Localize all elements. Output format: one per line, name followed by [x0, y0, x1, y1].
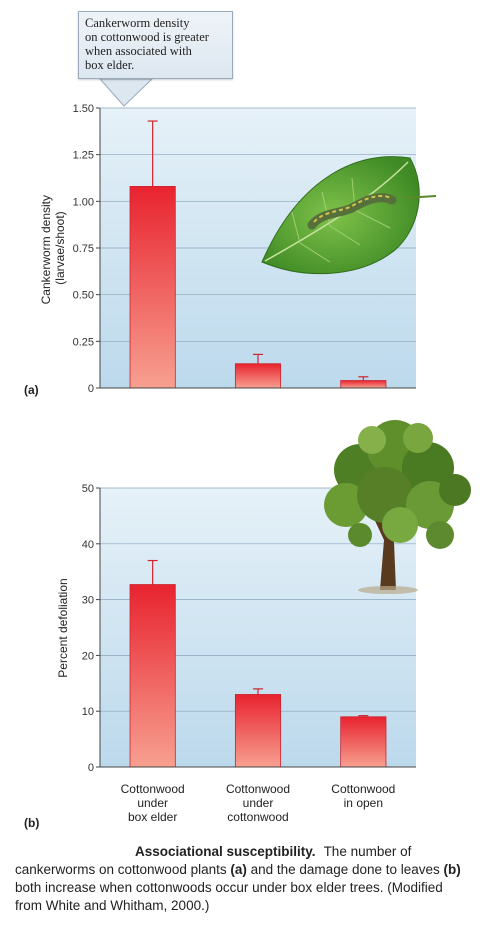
- chart-b-category-label-line: box elder: [128, 810, 177, 824]
- chart-b-category-label-line: under: [243, 796, 274, 810]
- chart-b-category-label-line: in open: [344, 796, 383, 810]
- chart-b-bar: [129, 584, 176, 768]
- callout-line-3: when associated with: [85, 44, 192, 58]
- chart-b-y-tick-label: 40: [82, 539, 94, 551]
- caterpillar-stripe: [313, 195, 392, 223]
- chart-b-y-tick-label: 30: [82, 595, 94, 607]
- chart-b-category-label: Cottonwood under cottonwood: [226, 782, 290, 824]
- chart-a-bar: [340, 380, 387, 389]
- chart-a-bar: [234, 363, 282, 389]
- caption-ref-a: (a): [230, 862, 247, 877]
- chart-b-category-label-line: Cottonwood: [226, 782, 290, 796]
- chart-a-y-tick-label: 0: [88, 383, 94, 395]
- chart-a-y-axis-label: Cankerworm density (larvae/shoot): [39, 192, 67, 305]
- caption-text-1: The number of cankerworms on cottonwood …: [15, 844, 412, 877]
- chart-b-category-label-line: cottonwood: [227, 810, 288, 824]
- tree-ground-shadow: [358, 586, 418, 594]
- tree-foliage: [324, 420, 471, 549]
- caption-ref-b: (b): [443, 862, 461, 877]
- chart-a-y-tick-label: 0.50: [73, 290, 94, 302]
- chart-a: 0 0.25 0.50 0.75 1.00 1.25 1.50 Cankerworm den…: [24, 103, 437, 397]
- chart-a-y-tick-label: 1.50: [73, 103, 94, 115]
- figure-caption: Associational susceptibility. The number …: [15, 843, 465, 915]
- callout-annotation: Cankerworm density on cottonwood is grea…: [78, 11, 233, 79]
- chart-b-y-axis-label: Percent defoliation: [56, 578, 70, 677]
- leaf-vein: [291, 177, 391, 263]
- chart-b-y-tick-label: 0: [88, 762, 94, 774]
- chart-a-y-axis-label-line-2: (larvae/shoot): [53, 211, 67, 284]
- caterpillar: [307, 193, 397, 230]
- chart-b-category-label-line: under: [137, 796, 168, 810]
- chart-b-category-label: Cottonwood under box elder: [121, 782, 185, 824]
- chart-b-category-label-line: Cottonwood: [121, 782, 185, 796]
- chart-b-panel-label: (b): [24, 816, 39, 830]
- caption-text-3: both increase when cottonwoods occur und…: [15, 880, 443, 913]
- leaf-stem: [403, 195, 437, 199]
- chart-b-bar: [340, 716, 387, 768]
- chart-b-y-tick-label: 20: [82, 650, 94, 662]
- callout-line-4: box elder.: [85, 58, 135, 72]
- chart-b-y-tick-label: 50: [82, 483, 94, 495]
- chart-b-category-label-line: Cottonwood: [331, 782, 395, 796]
- caption-text-2: and the damage done to leaves: [246, 862, 444, 877]
- chart-b-category-label: Cottonwood in open: [331, 782, 395, 810]
- callout-pointer: [98, 78, 154, 107]
- chart-b-bar: [234, 694, 282, 768]
- callout-line-2: on cottonwood is greater: [85, 30, 209, 44]
- chart-a-y-tick-label: 0.25: [73, 336, 94, 348]
- cottonwood-tree-illustration: [324, 420, 471, 594]
- chart-a-y-tick-label: 1.25: [73, 150, 94, 162]
- chart-a-y-axis-label-line-1: Cankerworm density: [39, 195, 53, 304]
- caterpillar-on-leaf-illustration: [261, 156, 437, 275]
- chart-a-y-tick-label: 0.75: [73, 243, 94, 255]
- caption-title: Associational susceptibility.: [135, 844, 316, 859]
- chart-b-y-tick-label: 10: [82, 706, 94, 718]
- chart-a-y-tick-label: 1.00: [73, 196, 94, 208]
- chart-a-bar: [129, 185, 176, 389]
- chart-a-panel-label: (a): [24, 383, 39, 397]
- callout-line-1: Cankerworm density: [85, 16, 190, 30]
